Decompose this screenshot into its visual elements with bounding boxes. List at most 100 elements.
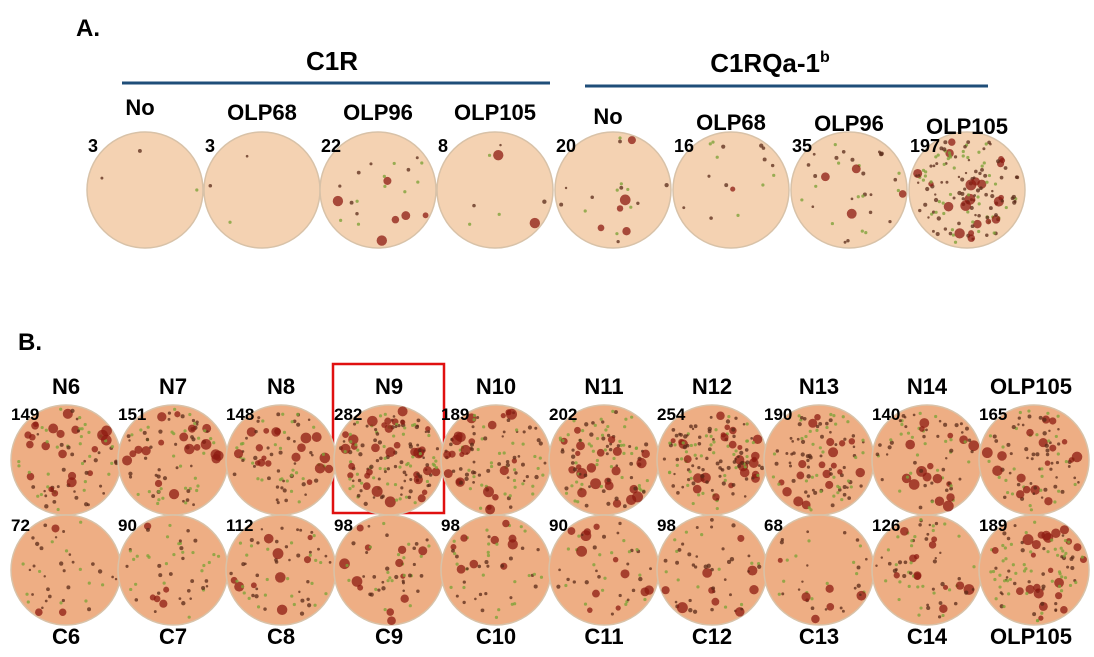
spot <box>618 439 622 443</box>
spot <box>985 215 990 220</box>
spot <box>615 232 619 236</box>
spot <box>404 473 408 477</box>
spot <box>359 489 363 493</box>
spot <box>338 184 342 188</box>
spot <box>693 565 698 569</box>
spot <box>723 578 727 581</box>
spot <box>864 231 868 235</box>
spot <box>937 615 942 619</box>
spot <box>349 200 354 205</box>
spot <box>1080 555 1084 559</box>
spot <box>71 560 75 564</box>
spot <box>1015 587 1024 596</box>
spot <box>619 185 624 190</box>
spot <box>954 228 965 239</box>
spot <box>416 589 420 593</box>
spot <box>605 452 609 456</box>
spot <box>697 442 702 446</box>
spot <box>977 202 981 206</box>
spot <box>674 600 678 604</box>
spot <box>793 496 804 507</box>
spot <box>307 534 313 541</box>
spot <box>912 413 916 417</box>
spot <box>702 567 713 578</box>
spot <box>712 437 715 441</box>
spot <box>597 574 601 579</box>
spot <box>829 412 833 417</box>
spot <box>578 438 582 442</box>
spot <box>1003 495 1007 500</box>
spot <box>232 472 237 477</box>
well-label: C8 <box>267 624 295 649</box>
spot <box>134 582 138 586</box>
spot <box>383 467 387 471</box>
spot <box>970 449 974 454</box>
spot <box>729 557 735 562</box>
spot <box>486 550 490 554</box>
spot <box>630 548 634 553</box>
spot <box>261 419 265 423</box>
spot <box>929 164 933 168</box>
spot <box>739 602 744 607</box>
spot <box>284 545 289 549</box>
spot <box>36 432 40 436</box>
spot <box>859 484 863 488</box>
spot <box>978 171 982 176</box>
spot <box>927 216 930 219</box>
spot <box>286 577 290 581</box>
spot <box>830 503 835 508</box>
spot-count: 68 <box>764 516 783 535</box>
spot <box>922 472 932 482</box>
spot <box>165 535 170 539</box>
spot <box>416 443 420 447</box>
well <box>871 404 983 516</box>
spot <box>418 474 423 479</box>
spot <box>512 455 517 460</box>
spot <box>615 464 619 467</box>
spot-count: 112 <box>226 516 253 535</box>
spot <box>351 541 356 546</box>
spot <box>737 534 745 542</box>
spot <box>398 497 402 501</box>
spot <box>425 426 431 432</box>
spot <box>29 433 36 441</box>
well-label: No <box>125 95 154 120</box>
spot <box>673 472 676 476</box>
spot <box>275 485 280 489</box>
spot <box>616 531 620 535</box>
spot <box>99 484 103 488</box>
spot <box>378 414 383 418</box>
spot <box>197 436 201 440</box>
spot <box>292 439 296 443</box>
spot <box>846 238 850 243</box>
spot <box>616 444 621 448</box>
spot <box>1032 492 1036 495</box>
spot <box>347 472 354 479</box>
spot <box>571 448 575 452</box>
spot <box>919 426 925 432</box>
spot <box>898 580 902 584</box>
spot <box>944 439 948 443</box>
spot <box>282 430 287 435</box>
spot <box>1057 442 1061 446</box>
spot <box>693 424 698 429</box>
spot <box>953 601 958 606</box>
spot <box>275 572 286 583</box>
spot <box>752 434 763 445</box>
spot <box>168 489 180 500</box>
spot <box>158 573 163 578</box>
spot <box>51 524 60 533</box>
spot <box>339 558 350 570</box>
spot <box>644 442 649 447</box>
spot <box>941 467 946 472</box>
spot <box>182 499 185 503</box>
spot <box>826 603 835 611</box>
well-label: OLP105 <box>990 624 1072 649</box>
spot <box>950 228 954 232</box>
spot <box>159 599 168 608</box>
spot <box>208 183 213 188</box>
spot <box>146 527 150 532</box>
spot <box>1030 552 1036 558</box>
spot <box>505 459 510 464</box>
spot <box>36 494 40 498</box>
